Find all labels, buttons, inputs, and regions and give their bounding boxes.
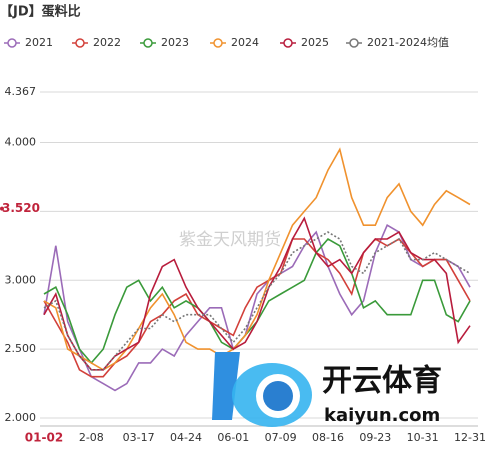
legend-label: 2023 — [161, 36, 189, 49]
legend-item: 2021-2024均值 — [346, 36, 449, 49]
legend-marker — [7, 38, 17, 48]
legend-label: 2021-2024均值 — [367, 36, 449, 49]
x-tick-label: 10-31 — [407, 431, 439, 444]
logo-ball — [263, 381, 293, 411]
logo-shape — [212, 352, 240, 420]
legend-label: 2022 — [93, 36, 121, 49]
y-tick-label: 2.000 — [5, 411, 37, 424]
legend-label: 2024 — [231, 36, 259, 49]
x-tick-label: 04-24 — [170, 431, 202, 444]
legend-label: 2021 — [25, 36, 53, 49]
logo-url: kaiyun.com — [324, 405, 440, 426]
x-tick-label: 08-16 — [312, 431, 344, 444]
current-value-label: 3.520 — [2, 201, 40, 215]
x-tick-label: 01-02 — [25, 431, 63, 445]
legend-marker — [283, 38, 293, 48]
legend-marker — [213, 38, 223, 48]
x-tick-label: 06-01 — [217, 431, 249, 444]
x-tick-label: 12-31 — [454, 431, 486, 444]
legend-marker — [143, 38, 153, 48]
x-tick-label: 09-23 — [359, 431, 391, 444]
y-tick-label: 4.367 — [5, 85, 37, 98]
current-value-badge — [0, 200, 40, 217]
legend-item: 2022 — [72, 36, 121, 49]
series-line — [43, 237, 471, 365]
x-tick-label: 03-17 — [123, 431, 155, 444]
legend-label: 2025 — [301, 36, 329, 49]
x-tick-label: 2-08 — [79, 431, 104, 444]
legend-marker — [75, 38, 85, 48]
series-line — [43, 216, 471, 371]
series-line — [43, 231, 471, 371]
series-line — [43, 147, 471, 371]
y-tick-label: 2.500 — [5, 342, 37, 355]
legend-item: 2021 — [4, 36, 53, 49]
logo-name: 开云体育 — [322, 364, 442, 399]
y-tick-label: 3.000 — [5, 273, 37, 286]
x-tick-label: 07-09 — [265, 431, 297, 444]
legend-item: 2025 — [280, 36, 329, 49]
current-value-marker — [0, 206, 4, 211]
legend-item: 2023 — [140, 36, 189, 49]
legend-marker — [349, 38, 359, 48]
y-tick-label: 4.000 — [5, 136, 37, 149]
chart-title: 【JD】蛋料比 — [0, 4, 81, 20]
watermark: 紫金天风期货 — [179, 230, 281, 250]
logo: 开云体育 kaiyun.com — [212, 352, 442, 427]
legend-item: 2024 — [210, 36, 259, 49]
